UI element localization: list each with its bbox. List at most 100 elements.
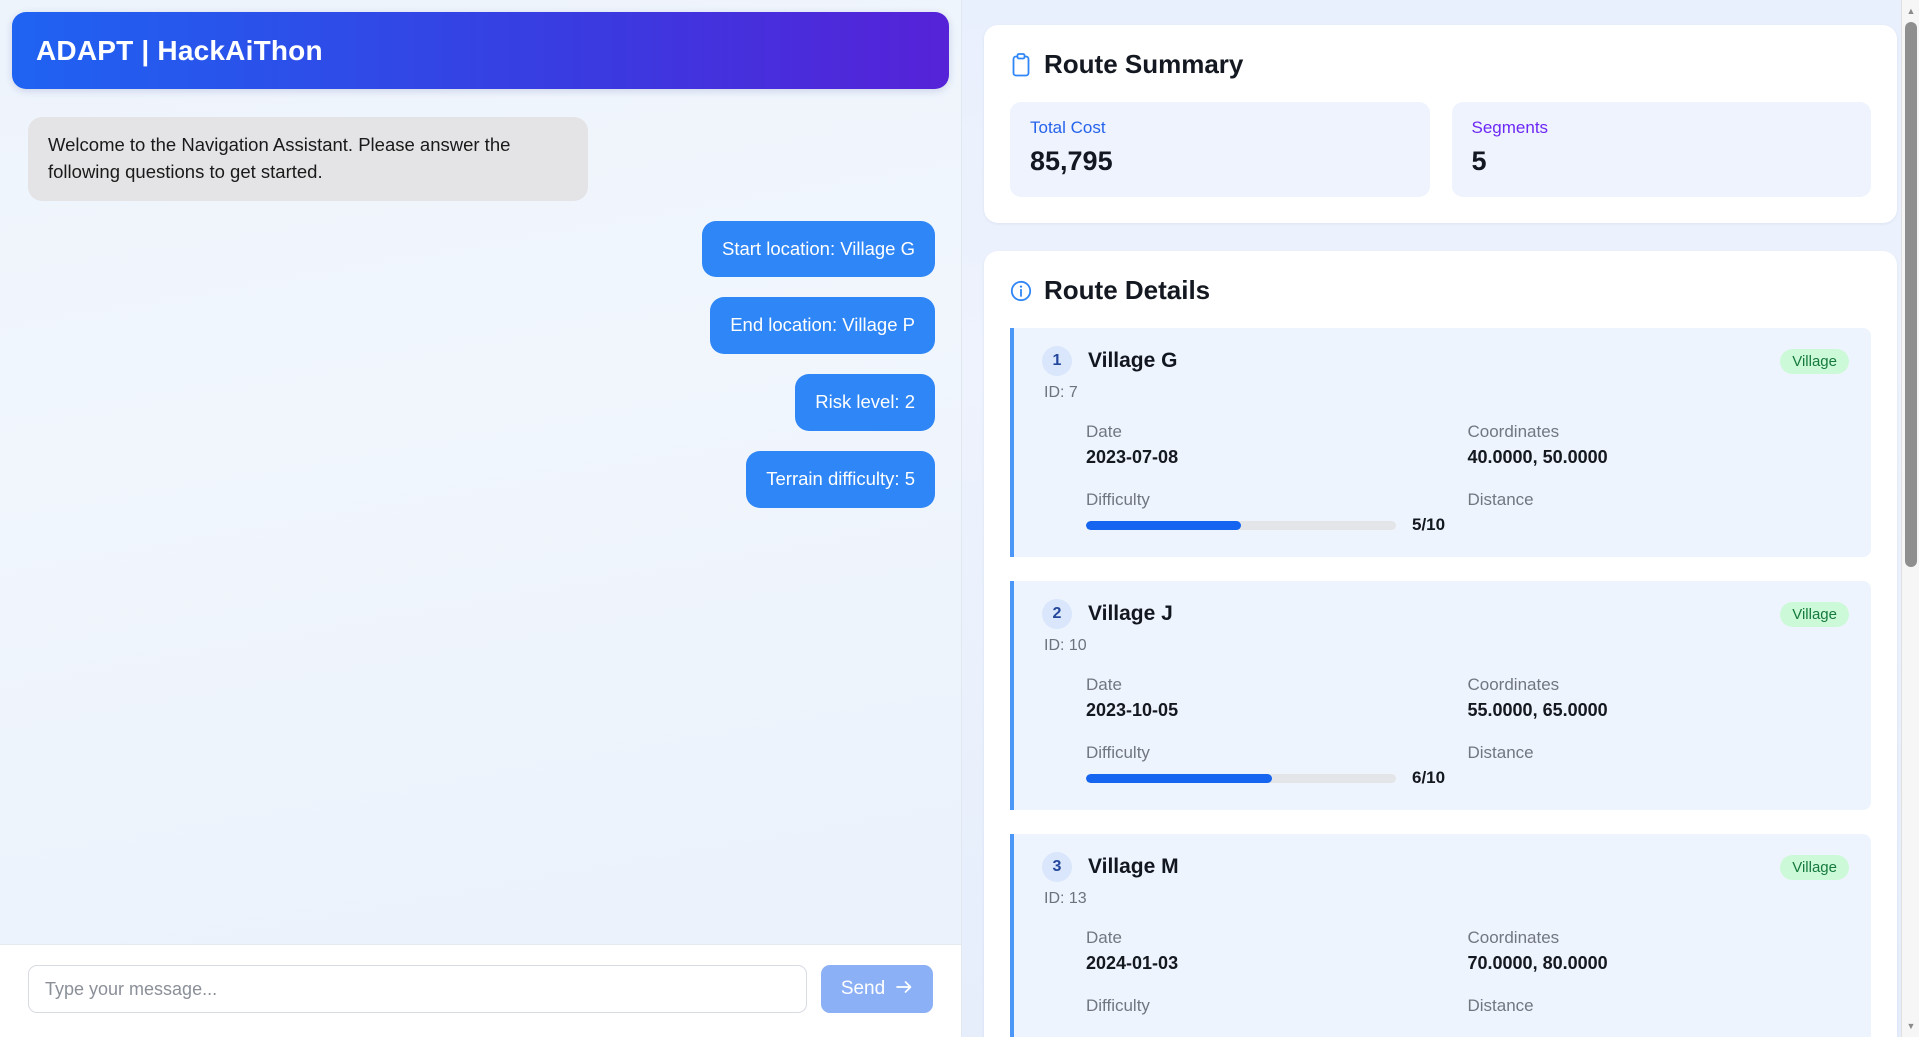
field-date-label: Date — [1086, 928, 1122, 947]
field-date: Date 2024-01-03 — [1086, 928, 1468, 974]
user-message-bubble: Start location: Village G — [702, 220, 935, 278]
field-distance: Distance — [1468, 490, 1850, 535]
bot-message-bubble: Welcome to the Navigation Assistant. Ple… — [28, 117, 588, 201]
user-message-bubble: End location: Village P — [710, 297, 935, 355]
field-date-value: 2023-07-08 — [1086, 447, 1179, 467]
field-difficulty-label: Difficulty — [1086, 996, 1150, 1015]
send-button[interactable]: Send — [821, 965, 933, 1013]
field-date-label: Date — [1086, 422, 1122, 441]
field-date-value: 2024-01-03 — [1086, 953, 1179, 973]
chat-message-list: Welcome to the Navigation Assistant. Ple… — [0, 89, 961, 944]
route-summary-card: Route Summary Total Cost 85,795 Segments… — [984, 25, 1897, 223]
field-distance-label: Distance — [1467, 490, 1534, 509]
app-header: ADAPT | HackAiThon — [12, 12, 949, 89]
page-title: ADAPT | HackAiThon — [36, 34, 323, 66]
segment-name: Village M — [1088, 855, 1179, 878]
status-badge: Village — [1780, 854, 1849, 880]
field-coordinates-label: Coordinates — [1467, 928, 1560, 947]
vertical-scrollbar[interactable]: ▲ ▼ — [1901, 0, 1919, 1037]
clipboard-icon — [1010, 52, 1032, 77]
user-message-bubble: Risk level: 2 — [795, 374, 935, 432]
status-badge: Village — [1780, 348, 1849, 374]
message-input[interactable] — [28, 965, 807, 1013]
route-details-title-text: Route Details — [1044, 275, 1211, 305]
field-coordinates-label: Coordinates — [1467, 675, 1560, 694]
segment-name: Village J — [1088, 602, 1173, 625]
stat-segments: Segments 5 — [1451, 102, 1871, 197]
difficulty-bar-track — [1086, 773, 1396, 783]
chat-message: Terrain difficulty: 5 — [28, 451, 935, 508]
route-details-title: Route Details — [1010, 275, 1871, 306]
field-distance-label: Distance — [1467, 996, 1534, 1015]
difficulty-bar-text: 5/10 — [1412, 515, 1446, 534]
summary-stats-grid: Total Cost 85,795 Segments 5 — [1010, 102, 1871, 197]
field-date: Date 2023-07-08 — [1086, 422, 1468, 468]
status-badge: Village — [1780, 601, 1849, 627]
field-distance: Distance — [1468, 996, 1850, 1021]
stat-total-cost-label: Total Cost — [1030, 118, 1106, 137]
stat-total-cost: Total Cost 85,795 — [1010, 102, 1430, 197]
route-scroll-area[interactable]: Route Summary Total Cost 85,795 Segments… — [984, 0, 1897, 1037]
info-circle-icon — [1010, 280, 1032, 302]
route-segment[interactable]: 3 Village M Village ID: 13 Date 2024-01-… — [1010, 834, 1871, 1037]
field-coordinates: Coordinates 55.0000, 65.0000 — [1468, 675, 1850, 721]
user-message-bubble: Terrain difficulty: 5 — [746, 451, 935, 508]
segment-id: ID: 7 — [1044, 384, 1078, 401]
segment-index: 2 — [1042, 599, 1072, 629]
chat-composer: Send — [0, 944, 961, 1037]
difficulty-bar-row: 5/10 — [1086, 515, 1468, 535]
difficulty-bar-row: 6/10 — [1086, 768, 1468, 788]
field-coordinates: Coordinates 70.0000, 80.0000 — [1468, 928, 1850, 974]
segment-index: 3 — [1042, 852, 1072, 882]
segment-fields: Date 2024-01-03 Coordinates 70.0000, 80.… — [1042, 928, 1849, 1021]
route-details-card: Route Details 1 Village G Village ID: 7 … — [984, 251, 1897, 1037]
chat-message: End location: Village P — [28, 297, 935, 355]
field-coordinates-label: Coordinates — [1467, 422, 1560, 441]
segment-header: 2 Village J Village — [1042, 599, 1849, 629]
stat-segments-label: Segments — [1471, 118, 1549, 137]
route-segment[interactable]: 2 Village J Village ID: 10 Date 2023-10-… — [1010, 581, 1871, 810]
route-segment[interactable]: 1 Village G Village ID: 7 Date 2023-07-0… — [1010, 328, 1871, 557]
field-coordinates-value: 55.0000, 65.0000 — [1467, 700, 1608, 720]
scroll-up-arrow-icon[interactable]: ▲ — [1906, 6, 1916, 16]
field-date-value: 2023-10-05 — [1086, 700, 1179, 720]
stat-segments-value: 5 — [1471, 146, 1487, 176]
field-difficulty-label: Difficulty — [1086, 743, 1150, 762]
field-difficulty: Difficulty — [1086, 996, 1468, 1021]
chat-panel: ADAPT | HackAiThon Welcome to the Naviga… — [0, 0, 962, 1037]
segment-fields: Date 2023-10-05 Coordinates 55.0000, 65.… — [1042, 675, 1849, 788]
segment-fields: Date 2023-07-08 Coordinates 40.0000, 50.… — [1042, 422, 1849, 535]
segment-index: 1 — [1042, 346, 1072, 376]
field-difficulty: Difficulty 6/10 — [1086, 743, 1468, 788]
chat-message: Welcome to the Navigation Assistant. Ple… — [28, 117, 935, 201]
send-button-label: Send — [840, 978, 886, 999]
difficulty-bar-text: 6/10 — [1412, 768, 1446, 787]
route-summary-title: Route Summary — [1010, 49, 1871, 80]
difficulty-bar-fill — [1086, 520, 1241, 530]
segment-name: Village G — [1088, 349, 1178, 372]
field-difficulty-label: Difficulty — [1086, 490, 1150, 509]
route-summary-title-text: Route Summary — [1044, 49, 1244, 79]
difficulty-bar-fill — [1086, 773, 1272, 783]
difficulty-bar-track — [1086, 520, 1396, 530]
segment-id: ID: 10 — [1044, 637, 1087, 654]
segment-id: ID: 13 — [1044, 890, 1087, 907]
chat-message: Start location: Village G — [28, 220, 935, 278]
field-coordinates-value: 40.0000, 50.0000 — [1467, 447, 1608, 467]
chat-message: Risk level: 2 — [28, 374, 935, 432]
field-distance: Distance — [1468, 743, 1850, 788]
arrow-right-icon — [896, 978, 913, 1000]
field-date-label: Date — [1086, 675, 1122, 694]
scrollbar-thumb[interactable] — [1905, 22, 1917, 567]
field-distance-label: Distance — [1467, 743, 1534, 762]
scroll-down-arrow-icon[interactable]: ▼ — [1906, 1021, 1916, 1031]
field-coordinates: Coordinates 40.0000, 50.0000 — [1468, 422, 1850, 468]
stat-total-cost-value: 85,795 — [1030, 146, 1113, 176]
field-difficulty: Difficulty 5/10 — [1086, 490, 1468, 535]
route-panel: Route Summary Total Cost 85,795 Segments… — [962, 0, 1919, 1037]
field-coordinates-value: 70.0000, 80.0000 — [1467, 953, 1608, 973]
segment-header: 1 Village G Village — [1042, 346, 1849, 376]
segment-header: 3 Village M Village — [1042, 852, 1849, 882]
field-date: Date 2023-10-05 — [1086, 675, 1468, 721]
